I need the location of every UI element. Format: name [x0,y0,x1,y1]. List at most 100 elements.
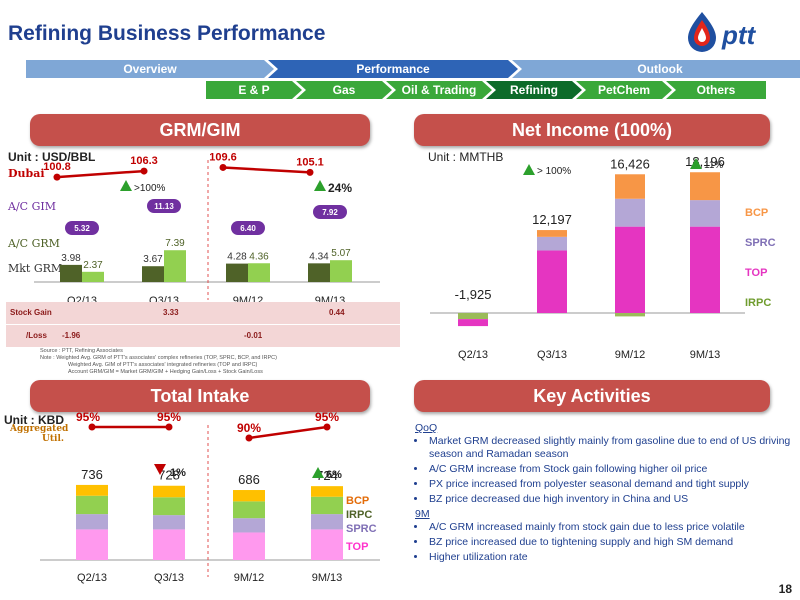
data-label-total: 16,426 [610,156,650,171]
growth-badge: 24% [328,181,352,195]
bar-irpc [311,496,343,515]
bar-top [76,529,108,560]
bar-top [233,532,265,560]
grm-unit: Unit : USD/BBL [8,150,96,164]
bar-mkt-grm [142,266,164,282]
data-label-dubai: 109.6 [209,151,237,163]
tick-label: 9M/12 [233,295,264,305]
list-item: BZ price increased due to tightening sup… [427,536,795,549]
bar-sprc [233,518,265,533]
data-label-dubai: 105.1 [296,156,324,168]
breadcrumb-top: Overview Performance Outlook [26,60,800,78]
grm-label-ac-gim: A/C GIM [8,200,56,213]
grm-label-ac-grm: A/C GRM [8,237,60,250]
legend-item: BCP [346,495,369,507]
bar-irpc [615,313,645,317]
data-label-ac-gim: 5.32 [74,224,90,233]
bar-bcp [537,230,567,237]
nav-ep[interactable]: E & P [206,81,302,99]
stock-loss-9m12: -0.01 [244,331,263,340]
dubai-point [219,163,227,171]
data-label-mkt-grm: 4.34 [309,251,329,262]
data-label-ac-gim: 6.40 [240,224,256,233]
bar-sprc [153,515,185,530]
data-label-util: 95% [157,410,181,424]
dubai-line [56,169,145,179]
util-point [165,423,173,431]
bar-ac-grm [330,260,352,282]
data-label-util: 90% [237,421,261,435]
net-income-chart: -1,925Q2/1312,197Q3/1316,4269M/1218,1969… [430,154,776,361]
legend-item: IRPC [346,509,372,521]
gim-pill [313,205,347,219]
bar-top [537,250,567,313]
growth-badge: > 100% [537,166,571,177]
grm-label-mkt-grm: Mkt GRM [8,262,63,275]
growth-badge: 11% [704,160,723,171]
bar-irpc [233,501,265,519]
bar-sprc [76,514,108,530]
growth-badge: 6% [326,469,342,481]
data-label-mkt-grm: 3.67 [143,254,163,265]
bar-bcp [233,490,265,502]
legend-item: TOP [745,267,767,279]
nav-oil-trading[interactable]: Oil & Trading [386,81,492,99]
stock-gain-label: Stock Gain [10,308,52,317]
bar-bcp [153,485,185,498]
data-label-mkt-grm: 4.28 [227,252,247,263]
intake-chart: 736 Q2/13 728 Q3/13 686 9M/12 724 9M/13 95% 95% 90… [40,410,380,584]
data-label-total: -1,925 [455,287,492,302]
ka-qoq-header: QoQ [415,422,438,434]
dubai-point [53,173,61,181]
page-number: 18 [778,582,792,596]
grm-label-dubai: Dubai [8,167,45,180]
bar-bcp [690,172,720,201]
nav-gas[interactable]: Gas [296,81,392,99]
nav-others[interactable]: Others [666,81,766,99]
tick-label: 9M/13 [690,349,721,361]
bar-bcp [311,486,343,497]
nav-outlook[interactable]: Outlook [512,60,800,78]
data-label-total: 724 [316,468,338,483]
nav-petchem[interactable]: PetChem [576,81,672,99]
up-arrow-icon [690,158,702,169]
list-item: Higher utilization rate [427,551,795,564]
bar-bcp [615,174,645,199]
source-line: Source : PTT, Refining Associates [40,348,123,354]
ka-qoq-list: Market GRM decreased slightly mainly fro… [415,435,795,506]
legend-item: TOP [346,541,368,553]
stock-gain-row: Stock Gain 3.33 0.44 [6,302,400,325]
data-label-ac-grm: 4.36 [249,251,269,262]
tick-label: Q3/13 [537,349,567,361]
bar-bcp [76,484,108,496]
data-label-util: 95% [315,410,339,424]
nav-performance[interactable]: Performance [268,60,518,78]
growth-badge: >100% [134,183,166,194]
section-head-intake: Total Intake [30,380,370,412]
bar-sprc [537,236,567,251]
util-line [248,425,328,440]
tick-label: 9M/12 [615,349,646,361]
page-title: Refining Business Performance [8,22,326,45]
nav-refining[interactable]: Refining [486,81,582,99]
tick-label: 9M/13 [315,295,346,305]
legend-item: IRPC [745,297,771,309]
data-label-dubai: 100.8 [43,161,71,173]
key-activities-text: QoQ Market GRM decreased slightly mainly… [415,422,795,566]
breadcrumb-sub: E & P Gas Oil & Trading Refining PetChem… [206,81,766,99]
bar-ac-grm [164,250,186,282]
section-head-key-activities: Key Activities [414,380,770,412]
nav-overview[interactable]: Overview [26,60,274,78]
bar-ac-grm [248,263,270,282]
legend-item: SPRC [745,237,776,249]
util-point [323,423,331,431]
ka-9m-header: 9M [415,508,430,520]
tick-label: Q2/13 [458,349,488,361]
drop-icon [688,12,716,52]
grm-source-note: Source : PTT, Refining Associates Note :… [40,348,400,376]
stock-loss-q2: -1.96 [62,331,81,340]
bar-sprc [615,198,645,227]
tick-label: Q3/13 [154,572,184,584]
ni-unit: Unit : MMTHB [428,150,504,164]
